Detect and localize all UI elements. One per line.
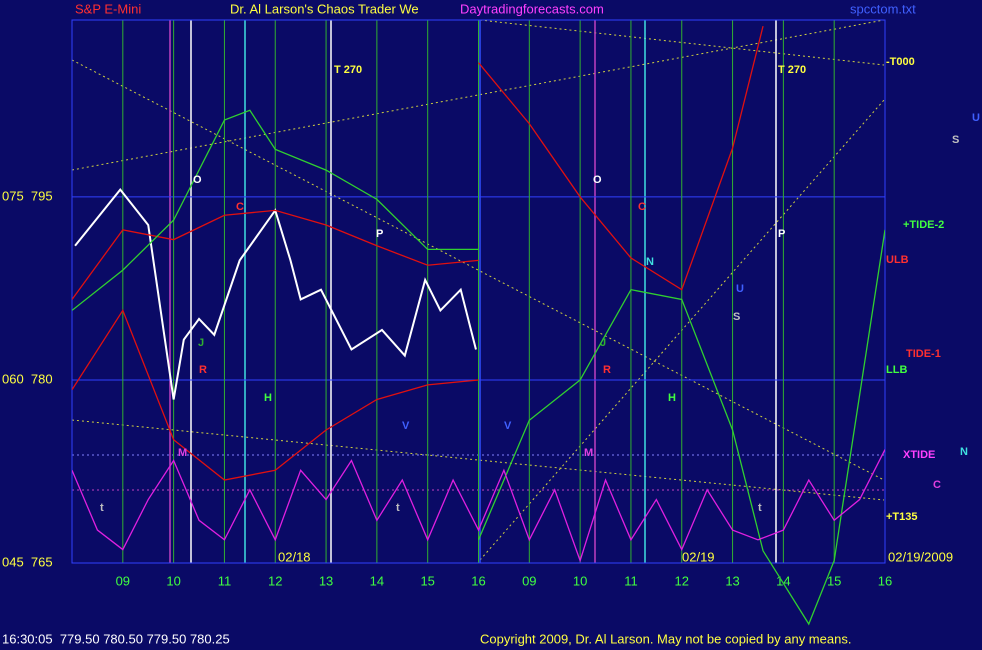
y-tick-label: 075 795 [2, 188, 53, 203]
x-tick-label: 15 [827, 573, 841, 588]
annotation: J [198, 337, 204, 349]
chart-title: Dr. Al Larson's Chaos Trader We [230, 1, 419, 16]
gann-line [71, 59, 885, 481]
right-label: C [933, 479, 941, 491]
x-tick-label: 12 [675, 573, 689, 588]
x-tick-label: 09 [116, 573, 130, 588]
annotation: O [593, 174, 602, 186]
series-line [478, 25, 764, 291]
right-label: XTIDE [903, 449, 935, 461]
event-lines [169, 20, 777, 563]
annotation: V [504, 420, 512, 432]
right-label: U [972, 112, 980, 124]
annotation: H [264, 392, 272, 404]
x-tick-label: 10 [573, 573, 587, 588]
annotation: M [584, 447, 593, 459]
date-label: 02/19 [682, 549, 715, 564]
y-tick-label: 045 765 [2, 554, 53, 569]
x-tick-label: 14 [370, 573, 384, 588]
series-line [72, 109, 479, 311]
annotation: P [778, 228, 785, 240]
x-tick-label: 11 [218, 573, 232, 588]
annotation: P [376, 228, 383, 240]
annotation: S [733, 311, 740, 323]
copyright: Copyright 2009, Dr. Al Larson. May not b… [480, 631, 851, 646]
date-label: 02/18 [278, 549, 311, 564]
annotation: T 270 [334, 64, 362, 76]
annotation: O [193, 174, 202, 186]
right-label: +T135 [886, 511, 918, 523]
right-label: TIDE-1 [906, 348, 941, 360]
x-tick-label: 16 [471, 573, 485, 588]
x-tick-label: 13 [725, 573, 739, 588]
file-name: spcctom.txt [850, 1, 916, 16]
right-label: ULB [886, 254, 909, 266]
annotation: R [603, 364, 611, 376]
x-tick-label: 11 [624, 573, 638, 588]
annotation: U [736, 283, 744, 295]
x-tick-label: 09 [522, 573, 536, 588]
x-tick-label: 16 [878, 573, 892, 588]
status: 16:30:05 779.50 780.50 779.50 780.25 [2, 631, 230, 646]
annotation: M [178, 447, 187, 459]
annotation: T 270 [778, 64, 806, 76]
series-line [72, 449, 885, 563]
series-line [72, 308, 479, 481]
symbol: S&P E-Mini [75, 1, 141, 16]
annotation: H [668, 392, 676, 404]
series-line [477, 229, 885, 626]
x-tick-label: 10 [166, 573, 180, 588]
right-label: +TIDE-2 [903, 219, 944, 231]
site: Daytradingforecasts.com [460, 1, 604, 16]
annotation: t [100, 502, 104, 514]
y-tick-label: 060 780 [2, 371, 53, 386]
plot-frame [71, 19, 886, 564]
annotation: N [646, 256, 654, 268]
right-label: N [960, 446, 968, 458]
gann-line [71, 419, 885, 501]
right-label: S [952, 134, 959, 146]
x-tick-label: 13 [319, 573, 333, 588]
series-line [74, 188, 477, 400]
series-line [72, 209, 479, 300]
x-tick-label: 15 [420, 573, 434, 588]
annotation: V [402, 420, 410, 432]
annotation: C [638, 201, 646, 213]
x-tick-label: 12 [268, 573, 282, 588]
annotation: R [199, 364, 207, 376]
annotation: t [396, 502, 400, 514]
right-label: -T000 [886, 56, 915, 68]
annotation: t [758, 502, 762, 514]
date-label: 02/19/2009 [888, 549, 953, 564]
annotation: J [600, 337, 606, 349]
right-label: LLB [886, 364, 907, 376]
annotation: C [236, 201, 244, 213]
